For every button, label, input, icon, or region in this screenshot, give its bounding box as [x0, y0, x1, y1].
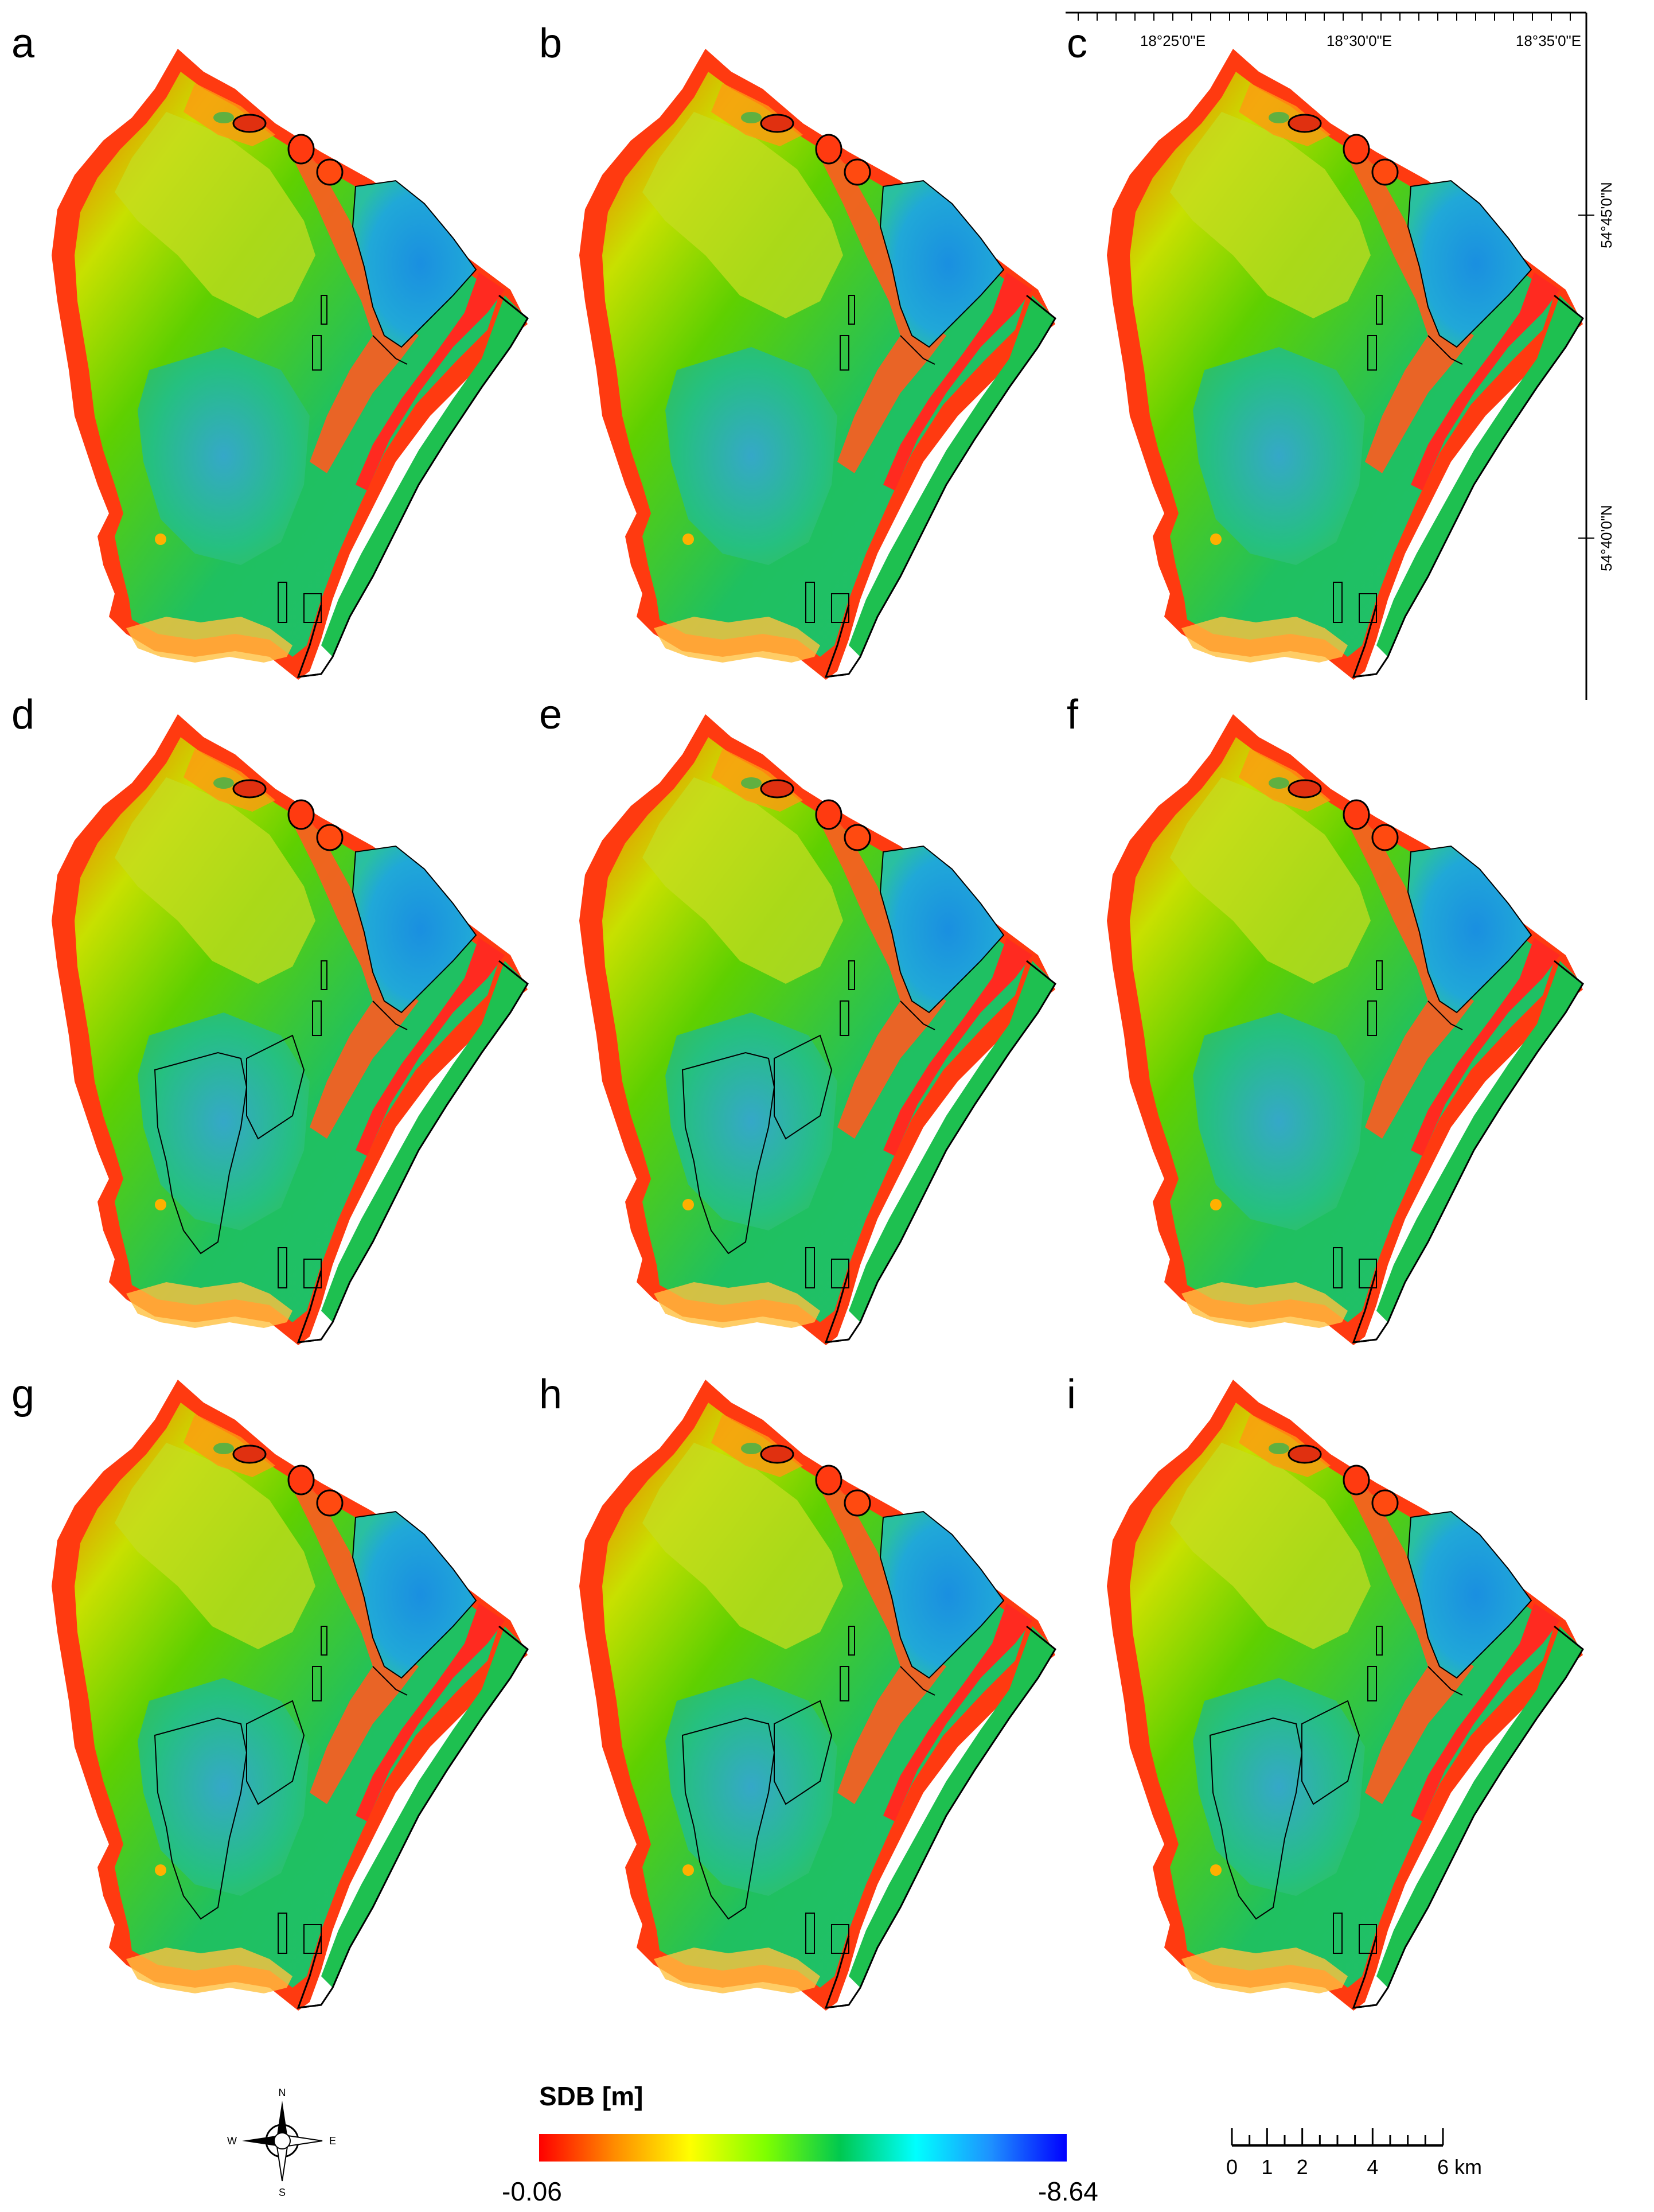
panel-label-c: c: [1067, 21, 1087, 67]
map-panel-b: [579, 49, 1056, 680]
map-panel-f: [1107, 714, 1584, 1345]
east-label: E: [329, 2135, 336, 2147]
lon-label-1: 18°25'0"E: [1140, 32, 1206, 49]
legend-max-label: -8.64: [1038, 2176, 1098, 2206]
map-panel-a: [52, 49, 529, 680]
map-panel-d: [52, 714, 529, 1345]
lon-label-3: 18°35'0"E: [1516, 32, 1581, 49]
panel-label-g: g: [11, 1372, 34, 1417]
scale-label: 2: [1297, 2155, 1308, 2179]
north-arrow-icon: N S E W: [227, 2087, 336, 2198]
panel-label-b: b: [539, 21, 562, 67]
map-panel-e: [579, 714, 1056, 1345]
lat-label-1: 54°45'0"N: [1598, 182, 1615, 248]
south-label: S: [279, 2187, 286, 2198]
panel-label-a: a: [11, 21, 35, 67]
panel-label-f: f: [1067, 692, 1079, 738]
map-panel-c: [1107, 49, 1584, 680]
map-panel-i: [1107, 1380, 1584, 2011]
legend-min-label: -0.06: [502, 2176, 562, 2206]
sdb-legend: SDB [m] -0.06 -8.64: [502, 2081, 1098, 2206]
panel-label-i: i: [1067, 1372, 1076, 1417]
north-label: N: [279, 2087, 286, 2098]
west-label: W: [227, 2135, 237, 2147]
map-panel-h: [579, 1380, 1056, 2011]
lon-label-2: 18°30'0"E: [1327, 32, 1392, 49]
legend-title: SDB [m]: [539, 2081, 643, 2111]
scale-label: 0: [1226, 2155, 1238, 2179]
graticule: 18°25'0"E 18°30'0"E 18°35'0"E 54°45'0"N …: [1066, 11, 1615, 700]
map-panel-g: [52, 1380, 529, 2011]
scale-label: 6 km: [1437, 2155, 1482, 2179]
panel-label-e: e: [539, 692, 562, 738]
legend-colorbar: [539, 2134, 1067, 2162]
scale-label: 4: [1367, 2155, 1378, 2179]
panel-label-h: h: [539, 1372, 562, 1417]
lat-label-2: 54°40'0"N: [1598, 505, 1615, 571]
panel-label-d: d: [11, 692, 34, 738]
scale-label: 1: [1261, 2155, 1273, 2179]
